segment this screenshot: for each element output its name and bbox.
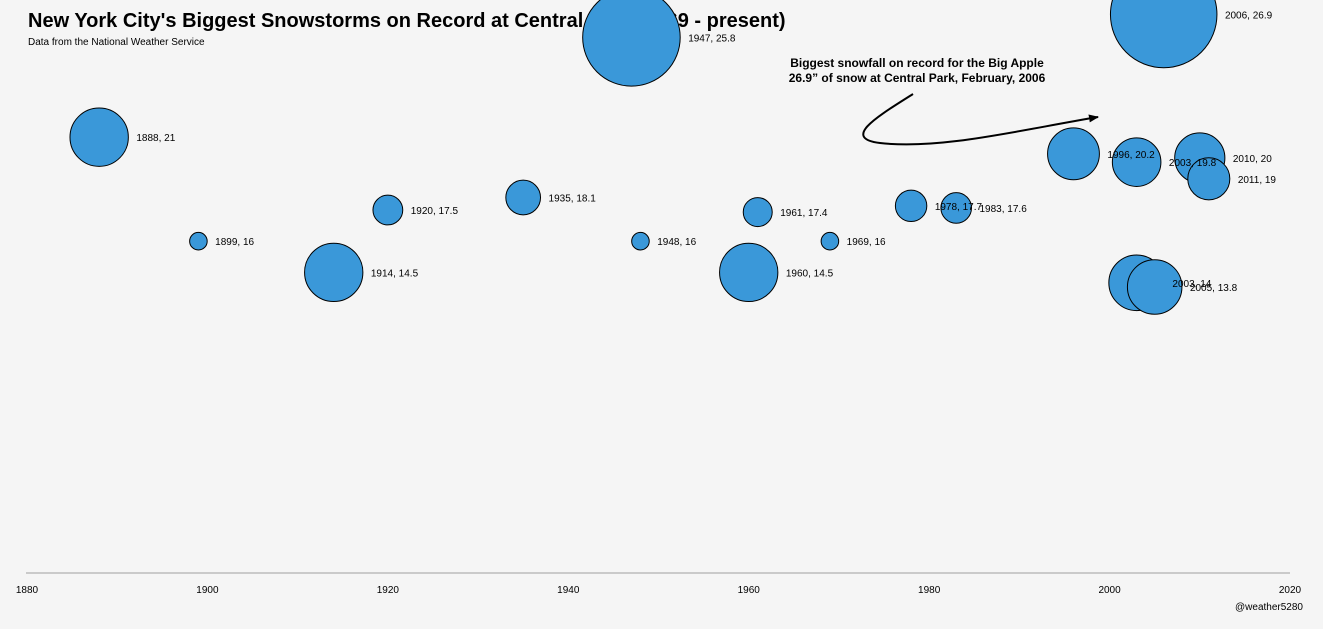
x-tick-labels: 1880 1900 1920 1940 1960 1980 2000 2020 bbox=[16, 585, 1302, 596]
bubble-1935 bbox=[505, 179, 542, 216]
bubble-label-2006: 2006, 26.9 bbox=[1225, 10, 1273, 21]
bubble-label-1983: 1983, 17.6 bbox=[980, 204, 1028, 215]
x-tick-label: 1940 bbox=[557, 585, 580, 596]
bubble-1948 bbox=[631, 231, 650, 251]
bubble-1983 bbox=[940, 192, 973, 224]
bubble-1978 bbox=[894, 189, 928, 223]
x-tick-label: 1980 bbox=[918, 585, 941, 596]
x-tick-label: 2020 bbox=[1279, 585, 1302, 596]
bubble-label-2010: 2010, 20 bbox=[1233, 154, 1272, 165]
bubble-1969 bbox=[820, 231, 840, 251]
bubble-labels: 1888, 21 1899, 16 1914, 14.5 1920, 17.5 1935… bbox=[136, 10, 1276, 293]
annotation: Biggest snowfall on record for the Big A… bbox=[789, 56, 1099, 146]
x-tick-label: 1880 bbox=[16, 585, 39, 596]
bubble-label-1899: 1899, 16 bbox=[215, 237, 254, 248]
bubble-label-2005: 2005, 13.8 bbox=[1190, 283, 1238, 294]
annotation-line-2: 26.9” of snow at Central Park, February,… bbox=[789, 71, 1046, 85]
bubble-1914 bbox=[304, 242, 364, 303]
x-tick-label: 1960 bbox=[738, 585, 761, 596]
annotation-line-1: Biggest snowfall on record for the Big A… bbox=[790, 56, 1044, 70]
bubble-label-1996: 1996, 20.2 bbox=[1107, 150, 1155, 161]
bubble-label-1948: 1948, 16 bbox=[657, 237, 696, 248]
bubble-1960 bbox=[719, 242, 779, 303]
x-tick-label: 2000 bbox=[1098, 585, 1121, 596]
bubble-label-1914: 1914, 14.5 bbox=[371, 268, 419, 279]
bubble-1996 bbox=[1047, 127, 1100, 181]
bubble-1961 bbox=[742, 197, 773, 228]
x-tick-label: 1920 bbox=[377, 585, 400, 596]
bubble-label-2003: 2003, 19.8 bbox=[1169, 158, 1217, 169]
bubbles bbox=[69, 0, 1231, 315]
bubble-label-1935: 1935, 18.1 bbox=[549, 194, 597, 205]
bubble-2003 bbox=[1111, 137, 1162, 187]
bubble-label-1978: 1978, 17.7 bbox=[935, 202, 983, 213]
credit-handle: @weather5280 bbox=[1235, 602, 1303, 613]
bubble-label-1888: 1888, 21 bbox=[136, 133, 175, 144]
bubble-label-2011: 2011, 19 bbox=[1238, 175, 1277, 186]
chart-subtitle: Data from the National Weather Service bbox=[28, 37, 205, 48]
bubble-1899 bbox=[189, 231, 208, 251]
annotation-arrow bbox=[862, 93, 1099, 146]
bubble-label-2003: 2003, 14 bbox=[1172, 279, 1211, 290]
bubble-1888 bbox=[69, 107, 129, 167]
x-tick-label: 1900 bbox=[196, 585, 219, 596]
bubble-label-1947: 1947, 25.8 bbox=[688, 33, 736, 44]
bubble-1947 bbox=[582, 0, 681, 87]
bubble-2006 bbox=[1109, 0, 1218, 69]
bubble-2005 bbox=[1126, 259, 1183, 315]
bubble-1920 bbox=[372, 194, 404, 226]
bubble-label-1960: 1960, 14.5 bbox=[786, 268, 834, 279]
bubble-label-1969: 1969, 16 bbox=[847, 237, 886, 248]
bubble-label-1920: 1920, 17.5 bbox=[411, 206, 459, 217]
bubble-label-1961: 1961, 17.4 bbox=[780, 208, 828, 219]
bubble-2011 bbox=[1187, 157, 1231, 201]
